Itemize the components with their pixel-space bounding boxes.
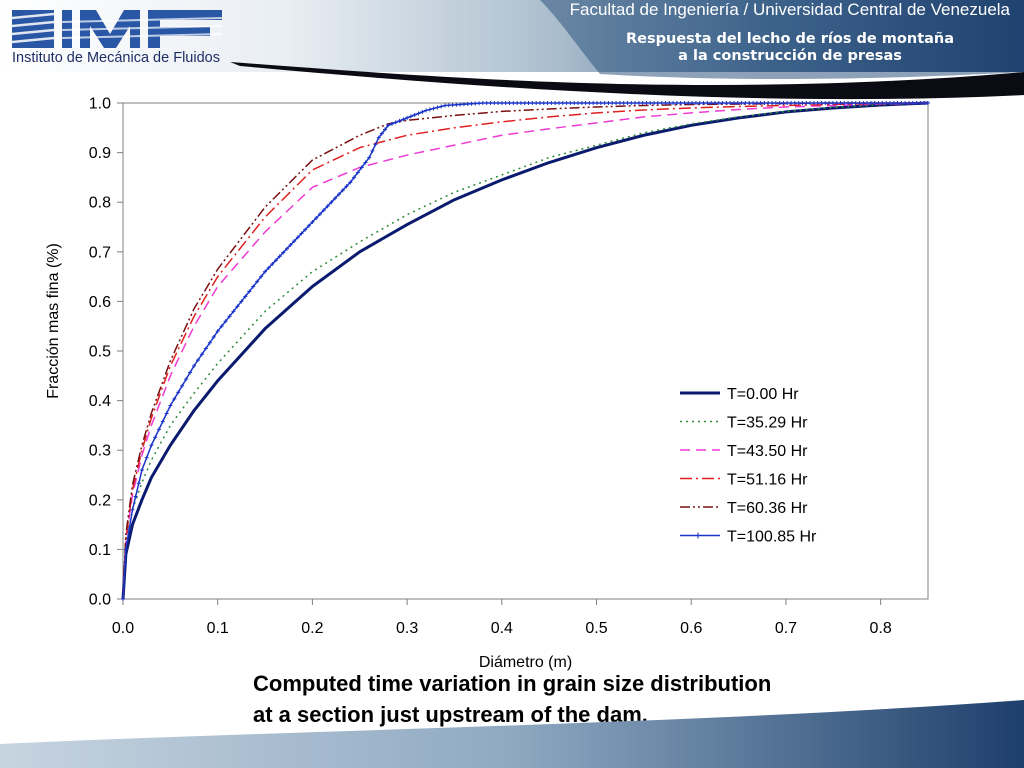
imf-logo-mark bbox=[11, 10, 223, 48]
y-tick-label: 0.5 bbox=[89, 344, 111, 361]
x-tick-label: 0.1 bbox=[207, 620, 229, 637]
y-tick-label: 0.2 bbox=[89, 492, 111, 509]
x-axis-label: Diámetro (m) bbox=[479, 654, 572, 671]
slide-footer bbox=[0, 700, 1024, 768]
series-2 bbox=[122, 102, 929, 600]
x-tick-label: 0.8 bbox=[870, 620, 892, 637]
legend-label: T=43.50 Hr bbox=[727, 443, 808, 460]
x-tick-label: 0.5 bbox=[585, 620, 607, 637]
y-tick-label: 0.6 bbox=[89, 294, 111, 311]
series-line bbox=[121, 101, 929, 600]
series-line bbox=[122, 102, 929, 600]
x-tick-label: 0.4 bbox=[491, 620, 513, 637]
x-tick-label: 0.6 bbox=[680, 620, 702, 637]
legend-entry: T=43.50 Hr bbox=[680, 443, 808, 460]
legend-entry: T=0.00 Hr bbox=[680, 386, 799, 403]
series-line bbox=[122, 102, 929, 600]
y-tick-label: 0.1 bbox=[89, 542, 111, 559]
legend-entry: T=51.16 Hr bbox=[680, 472, 808, 489]
institute-name: Instituto de Mecánica de Fluidos bbox=[12, 50, 220, 66]
legend-label: T=60.36 Hr bbox=[727, 500, 808, 517]
legend-entry: T=100.85 Hr bbox=[680, 529, 817, 546]
x-tick-label: 0.7 bbox=[775, 620, 797, 637]
y-tick-label: 0.0 bbox=[89, 592, 111, 609]
subtitle-line-1: Respuesta del lecho de ríos de montaña bbox=[625, 31, 955, 47]
legend-entry: T=35.29 Hr bbox=[680, 415, 808, 432]
figure-caption: Computed time variation in grain size di… bbox=[253, 668, 893, 730]
caption-line-2: at a section just upstream of the dam. bbox=[253, 702, 648, 727]
x-tick-label: 0.2 bbox=[301, 620, 323, 637]
y-tick-label: 0.9 bbox=[89, 145, 111, 162]
subtitle-line-2: a la construcción de presas bbox=[678, 48, 902, 64]
legend-entry: T=60.36 Hr bbox=[680, 500, 808, 517]
university-name: Facultad de Ingeniería / Universidad Cen… bbox=[569, 0, 1010, 19]
x-tick-label: 0.0 bbox=[112, 620, 134, 637]
y-tick-label: 0.8 bbox=[89, 195, 111, 212]
y-tick-label: 0.3 bbox=[89, 443, 111, 460]
series-5 bbox=[121, 101, 930, 601]
y-tick-label: 0.4 bbox=[89, 393, 111, 410]
legend-label: T=100.85 Hr bbox=[727, 529, 817, 546]
y-axis-label: Fracción mas fina (%) bbox=[45, 243, 62, 399]
legend-label: T=0.00 Hr bbox=[727, 386, 799, 403]
x-tick-label: 0.3 bbox=[396, 620, 418, 637]
y-tick-label: 1.0 bbox=[89, 96, 111, 113]
grain-size-chart: 0.0 0.1 0.2 0.3 0.4 0.5 0.6 0.7 0.8 0.9 1.0 0.0 0.1 0… bbox=[45, 96, 930, 671]
y-tick-label: 0.7 bbox=[89, 244, 111, 261]
slide-header bbox=[0, 0, 1024, 100]
slide-subtitle: Respuesta del lecho de ríos de montaña a… bbox=[560, 31, 1020, 65]
caption-line-1: Computed time variation in grain size di… bbox=[253, 671, 772, 696]
legend-label: T=51.16 Hr bbox=[727, 472, 808, 489]
series-3 bbox=[122, 102, 929, 600]
legend-label: T=35.29 Hr bbox=[727, 415, 808, 432]
series-0 bbox=[121, 101, 929, 600]
